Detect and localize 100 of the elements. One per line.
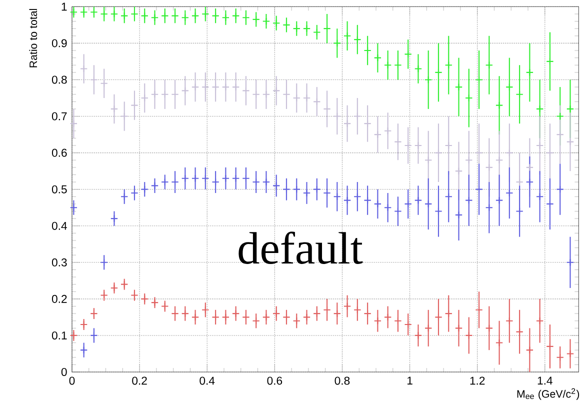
point	[232, 310, 240, 318]
point	[313, 310, 321, 318]
point	[292, 185, 300, 194]
point	[333, 39, 342, 48]
point	[354, 36, 362, 44]
point	[556, 185, 564, 194]
point	[171, 12, 179, 20]
point	[171, 90, 179, 98]
point	[242, 86, 250, 95]
point	[110, 105, 118, 113]
point	[262, 90, 270, 98]
point	[333, 192, 342, 201]
point	[313, 185, 321, 194]
point	[475, 76, 483, 84]
point	[110, 10, 118, 18]
point	[150, 90, 159, 98]
point	[232, 174, 240, 182]
point	[546, 342, 554, 350]
point	[90, 332, 98, 340]
point	[485, 324, 494, 332]
point	[272, 182, 280, 190]
point	[222, 174, 230, 182]
point	[566, 258, 574, 266]
point	[465, 196, 473, 204]
point	[454, 167, 463, 175]
point	[212, 12, 220, 20]
point	[364, 310, 372, 318]
point	[414, 64, 422, 73]
point	[222, 14, 230, 22]
point	[90, 310, 98, 318]
point	[272, 310, 280, 318]
point	[232, 83, 240, 91]
point	[282, 313, 290, 322]
point	[282, 21, 290, 29]
point	[516, 207, 524, 216]
point	[384, 127, 392, 135]
point	[434, 207, 442, 216]
point	[202, 174, 210, 182]
point	[566, 350, 574, 358]
point	[516, 328, 524, 336]
point	[130, 189, 138, 197]
point	[323, 24, 331, 32]
point	[434, 313, 442, 322]
y-tick-label: 1	[62, 2, 67, 11]
x-tick-label: 1.4	[538, 376, 552, 385]
point	[323, 105, 331, 113]
point	[252, 316, 260, 325]
point	[100, 80, 108, 88]
point	[323, 189, 331, 197]
y-tick-label: 0.9	[52, 39, 67, 48]
point	[343, 32, 352, 40]
point	[100, 10, 108, 18]
annotation: default	[238, 232, 363, 264]
point	[546, 200, 554, 208]
point	[465, 94, 473, 102]
y-tick-label: 0	[61, 368, 67, 376]
point	[454, 83, 463, 91]
point	[475, 185, 483, 194]
point	[424, 76, 432, 84]
y-tick-label: 0.4	[52, 222, 67, 230]
point	[444, 142, 452, 150]
point	[252, 178, 260, 186]
point	[454, 211, 463, 219]
point	[424, 200, 432, 208]
point	[485, 204, 494, 212]
point	[566, 138, 574, 146]
point	[556, 112, 564, 120]
point	[536, 105, 544, 113]
point	[394, 61, 402, 69]
point	[495, 338, 504, 347]
x-tick-label: 1.2	[470, 376, 485, 385]
x-tick-label: 0.2	[132, 376, 147, 385]
point	[566, 105, 574, 113]
point	[272, 86, 280, 95]
point	[364, 120, 372, 128]
point	[202, 306, 210, 314]
point	[272, 19, 280, 27]
point	[282, 185, 290, 194]
point	[354, 306, 362, 314]
point	[130, 10, 138, 18]
point	[516, 90, 524, 98]
point	[181, 310, 190, 318]
point	[120, 112, 128, 120]
point	[140, 94, 148, 102]
point	[354, 112, 362, 120]
point	[302, 313, 311, 322]
point	[70, 120, 78, 128]
point	[212, 83, 220, 91]
point	[191, 83, 200, 91]
point	[444, 192, 452, 201]
point	[546, 58, 554, 66]
point	[100, 291, 108, 300]
point	[506, 148, 514, 157]
point	[161, 12, 169, 20]
point	[222, 83, 230, 91]
point	[374, 54, 382, 62]
point	[191, 12, 200, 20]
point	[191, 174, 200, 182]
point	[181, 86, 190, 95]
x-tick-label: 1	[407, 376, 412, 385]
